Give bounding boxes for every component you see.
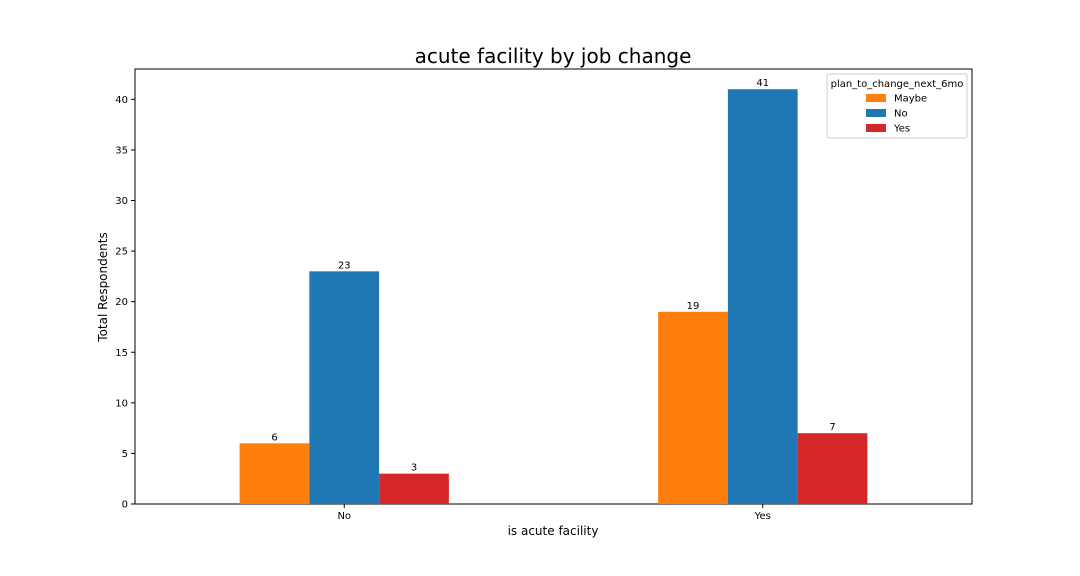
legend-label-maybe: Maybe bbox=[894, 94, 927, 105]
legend-label-no: No bbox=[894, 109, 908, 120]
x-axis-label: is acute facility bbox=[508, 524, 599, 538]
bar-value-label: 23 bbox=[338, 260, 351, 271]
legend: plan_to_change_next_6mo Maybe No Yes bbox=[826, 73, 968, 139]
bar-yes-yes bbox=[797, 433, 868, 504]
bar-maybe-yes bbox=[658, 311, 728, 504]
y-tick-label: 20 bbox=[115, 297, 128, 308]
legend-swatch-maybe bbox=[866, 94, 886, 102]
y-tick-label: 35 bbox=[115, 145, 128, 156]
chart-title: acute facility by job change bbox=[415, 44, 692, 68]
bars-group bbox=[239, 89, 868, 505]
bar-maybe-no bbox=[239, 443, 310, 504]
y-tick-label: 0 bbox=[122, 500, 128, 511]
plot-area: 6 23 3 19 41 7 0 5 10 15 20 25 30 35 40 No Yes bbox=[115, 68, 973, 522]
legend-swatch-yes bbox=[866, 124, 886, 132]
plot-frame bbox=[134, 68, 973, 505]
bar-value-label: 6 bbox=[271, 432, 277, 443]
legend-swatch-no bbox=[866, 109, 886, 117]
bar-value-label: 3 bbox=[411, 463, 417, 474]
x-tick-label: Yes bbox=[754, 511, 771, 522]
x-axis: No Yes bbox=[337, 504, 771, 522]
bar-no-no bbox=[309, 271, 380, 504]
x-tick-label: No bbox=[337, 511, 351, 522]
y-tick-label: 15 bbox=[115, 348, 128, 359]
y-tick-label: 10 bbox=[115, 398, 128, 409]
y-tick-label: 25 bbox=[115, 247, 128, 258]
bar-labels-group: 6 23 3 19 41 7 bbox=[271, 78, 835, 473]
legend-box bbox=[826, 73, 968, 139]
legend-title: plan_to_change_next_6mo bbox=[831, 79, 964, 90]
bar-yes-no bbox=[379, 473, 449, 504]
bar-value-label: 19 bbox=[687, 301, 700, 312]
legend-label-yes: Yes bbox=[893, 124, 910, 135]
legend-items: Maybe No Yes bbox=[866, 94, 927, 135]
y-axis: 0 5 10 15 20 25 30 35 40 bbox=[115, 95, 135, 511]
bar-value-label: 41 bbox=[756, 78, 769, 89]
bar-value-label: 7 bbox=[829, 422, 835, 433]
y-tick-label: 30 bbox=[115, 196, 128, 207]
y-tick-label: 5 bbox=[122, 449, 128, 460]
y-tick-label: 40 bbox=[115, 95, 128, 106]
y-axis-label: Total Respondents bbox=[96, 232, 110, 342]
bar-no-yes bbox=[727, 89, 798, 505]
